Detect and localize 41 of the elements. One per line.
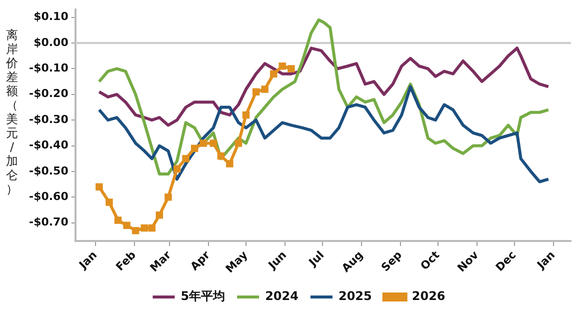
point xyxy=(190,144,198,152)
point xyxy=(164,194,172,201)
y-tick-label: -$0.40 xyxy=(29,138,69,152)
point xyxy=(140,224,148,232)
legend-label: 2024 xyxy=(265,289,298,304)
point xyxy=(252,88,260,96)
point xyxy=(217,152,225,160)
text: 离岸价差额（美元/加仑） xyxy=(6,28,18,196)
point xyxy=(173,165,181,173)
x-tick-label: Oct xyxy=(418,248,442,273)
y-tick-label: -$0.70 xyxy=(29,216,69,229)
point xyxy=(210,140,218,147)
point xyxy=(226,160,234,168)
point xyxy=(132,226,140,234)
point xyxy=(288,65,295,72)
point xyxy=(106,198,113,206)
legend-label: 2026 xyxy=(412,289,446,304)
point xyxy=(200,140,207,147)
x-tick-label: Sep xyxy=(378,248,405,274)
point xyxy=(270,70,278,78)
point xyxy=(182,155,190,162)
y-tick-label: -$0.60 xyxy=(29,190,69,204)
point xyxy=(123,222,130,230)
legend-label: 5年平均 xyxy=(180,289,226,304)
point xyxy=(148,224,156,232)
x-tick-label: Jul xyxy=(306,248,327,270)
y-tick-label: -$0.20 xyxy=(29,87,69,100)
point xyxy=(156,212,164,219)
y-tick-label: $0.00 xyxy=(34,36,69,49)
point xyxy=(242,111,250,119)
y-tick-label: -$0.50 xyxy=(29,164,69,178)
point xyxy=(278,62,286,70)
legend-label: 2025 xyxy=(338,289,372,304)
y-tick-label: -$0.30 xyxy=(29,112,69,126)
point xyxy=(234,140,242,147)
point xyxy=(261,86,268,93)
point xyxy=(96,183,103,191)
point xyxy=(114,216,122,224)
y-tick-label: $0.10 xyxy=(34,10,69,24)
y-tick-label: -$0.10 xyxy=(29,62,69,75)
x-tick-label: Feb xyxy=(113,248,139,274)
